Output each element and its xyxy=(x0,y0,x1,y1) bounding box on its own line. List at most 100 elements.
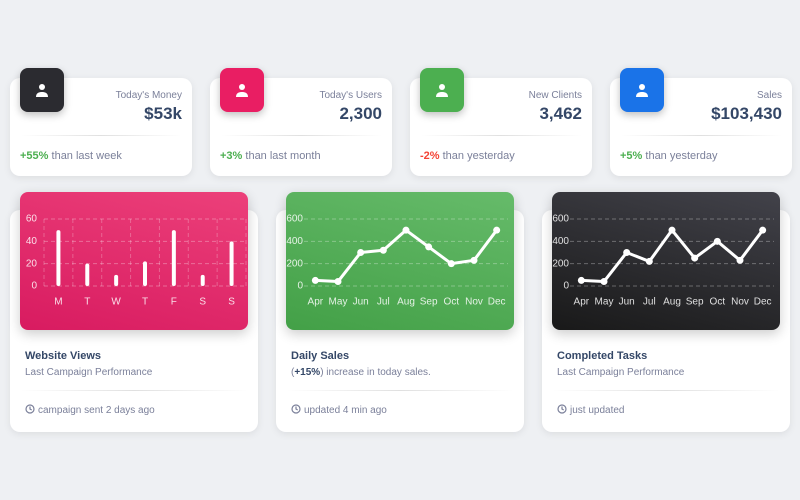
y-tick-label: 0 xyxy=(297,281,303,292)
card-footer: just updated xyxy=(557,404,625,416)
y-tick-label: 20 xyxy=(26,258,38,269)
x-tick-label: S xyxy=(228,297,235,308)
point xyxy=(311,276,319,284)
y-tick-label: 200 xyxy=(552,258,569,269)
divider xyxy=(620,135,782,136)
bar xyxy=(229,241,234,286)
x-tick-label: Dec xyxy=(488,297,506,308)
x-tick-label: Apr xyxy=(574,297,590,308)
footer-text: just updated xyxy=(570,405,625,416)
x-tick-label: Oct xyxy=(710,297,726,308)
x-tick-label: W xyxy=(111,297,121,308)
chart-card: 0 20 40 60 M T W T F S S Website Views Last Campaign… xyxy=(10,192,258,432)
point xyxy=(759,226,767,234)
bar xyxy=(85,263,90,286)
divider xyxy=(220,135,382,136)
divider xyxy=(20,135,182,136)
point xyxy=(668,226,676,234)
point xyxy=(736,256,744,264)
stat-change: +5% xyxy=(620,150,643,162)
stat-value: $103,430 xyxy=(711,104,782,123)
point xyxy=(600,278,608,286)
stat-footer: -2% than yesterday xyxy=(420,150,515,162)
stat-note: than yesterday xyxy=(442,150,515,162)
x-tick-label: F xyxy=(171,297,177,308)
point xyxy=(470,256,478,264)
clock-icon xyxy=(291,404,301,414)
x-tick-label: Dec xyxy=(754,297,772,308)
stat-footer: +3% than last month xyxy=(220,150,321,162)
x-tick-label: Jun xyxy=(619,297,635,308)
x-tick-label: Nov xyxy=(731,297,749,308)
chart-panel: 0 200 400 600 Apr May Jun Jul Aug Sep Oct Nov Dec xyxy=(552,192,780,330)
x-tick-label: M xyxy=(54,297,62,308)
chart-card: 0 200 400 600 Apr May Jun Jul Aug Sep Oct Nov Dec Dai… xyxy=(276,192,524,432)
stat-change: -2% xyxy=(420,150,440,162)
footer-text: campaign sent 2 days ago xyxy=(38,405,155,416)
stat-icon xyxy=(20,68,64,112)
footer-text: updated 4 min ago xyxy=(304,405,387,416)
y-tick-label: 200 xyxy=(286,258,303,269)
bar xyxy=(143,261,147,286)
point xyxy=(425,243,433,251)
point xyxy=(447,260,455,268)
y-tick-label: 0 xyxy=(563,281,569,292)
subtitle-part: ) increase in today sales. xyxy=(320,367,431,378)
y-tick-label: 400 xyxy=(286,236,303,247)
stat-change: +55% xyxy=(20,150,49,162)
x-tick-label: Sep xyxy=(420,297,438,308)
chart-panel: 0 20 40 60 M T W T F S S xyxy=(20,192,248,330)
card-subtitle: (+15%) increase in today sales. xyxy=(291,367,431,378)
stat-label: Today's Money xyxy=(115,90,182,101)
y-tick-label: 600 xyxy=(286,214,303,225)
point xyxy=(357,249,365,256)
x-tick-label: Jul xyxy=(377,297,390,308)
chart: 0 200 400 600 Apr May Jun Jul Aug Sep Oct Nov Dec xyxy=(552,214,774,308)
line xyxy=(315,228,498,284)
x-tick-label: T xyxy=(142,297,148,308)
point xyxy=(623,249,631,256)
card-footer: updated 4 min ago xyxy=(291,404,387,416)
y-tick-label: 40 xyxy=(26,236,38,247)
x-tick-label: Aug xyxy=(663,297,681,308)
card-subtitle: Last Campaign Performance xyxy=(25,367,153,378)
y-tick-label: 600 xyxy=(552,214,569,225)
card-footer: campaign sent 2 days ago xyxy=(25,404,155,416)
bar xyxy=(171,230,176,286)
stat-change: +3% xyxy=(220,150,243,162)
x-tick-label: May xyxy=(329,297,348,308)
stat-label: New Clients xyxy=(528,90,582,101)
x-tick-label: Jul xyxy=(643,297,656,308)
card-title: Website Views xyxy=(25,350,102,362)
stat-footer: +55% than last week xyxy=(20,150,122,162)
card-title: Completed Tasks xyxy=(557,350,648,362)
bar xyxy=(56,230,61,286)
x-tick-label: S xyxy=(199,297,206,308)
y-tick-label: 400 xyxy=(552,236,569,247)
point xyxy=(645,257,653,265)
divider xyxy=(286,390,514,391)
stat-value: 2,300 xyxy=(339,104,382,123)
line xyxy=(581,228,764,284)
stat-footer: +5% than yesterday xyxy=(620,150,718,162)
stat-value: $53k xyxy=(144,104,182,123)
bar xyxy=(200,274,205,286)
point xyxy=(334,278,342,286)
subtitle-part: ( xyxy=(291,367,295,378)
subtitle-part: +15% xyxy=(294,367,321,378)
stat-label: Today's Users xyxy=(319,90,383,101)
chart: 0 20 40 60 M T W T F S S xyxy=(26,214,247,308)
x-tick-label: Oct xyxy=(444,297,460,308)
card-title: Daily Sales xyxy=(291,350,350,362)
x-tick-label: Jun xyxy=(353,297,369,308)
stat-note: than yesterday xyxy=(645,150,718,162)
point xyxy=(379,246,387,254)
point xyxy=(402,226,410,234)
stat-icon xyxy=(420,68,464,112)
clock-icon xyxy=(557,404,567,414)
stat-note: than last week xyxy=(51,150,122,162)
y-tick-label: 60 xyxy=(26,214,38,225)
point xyxy=(577,276,585,284)
chart: 0 200 400 600 Apr May Jun Jul Aug Sep Oct Nov Dec xyxy=(286,214,508,308)
